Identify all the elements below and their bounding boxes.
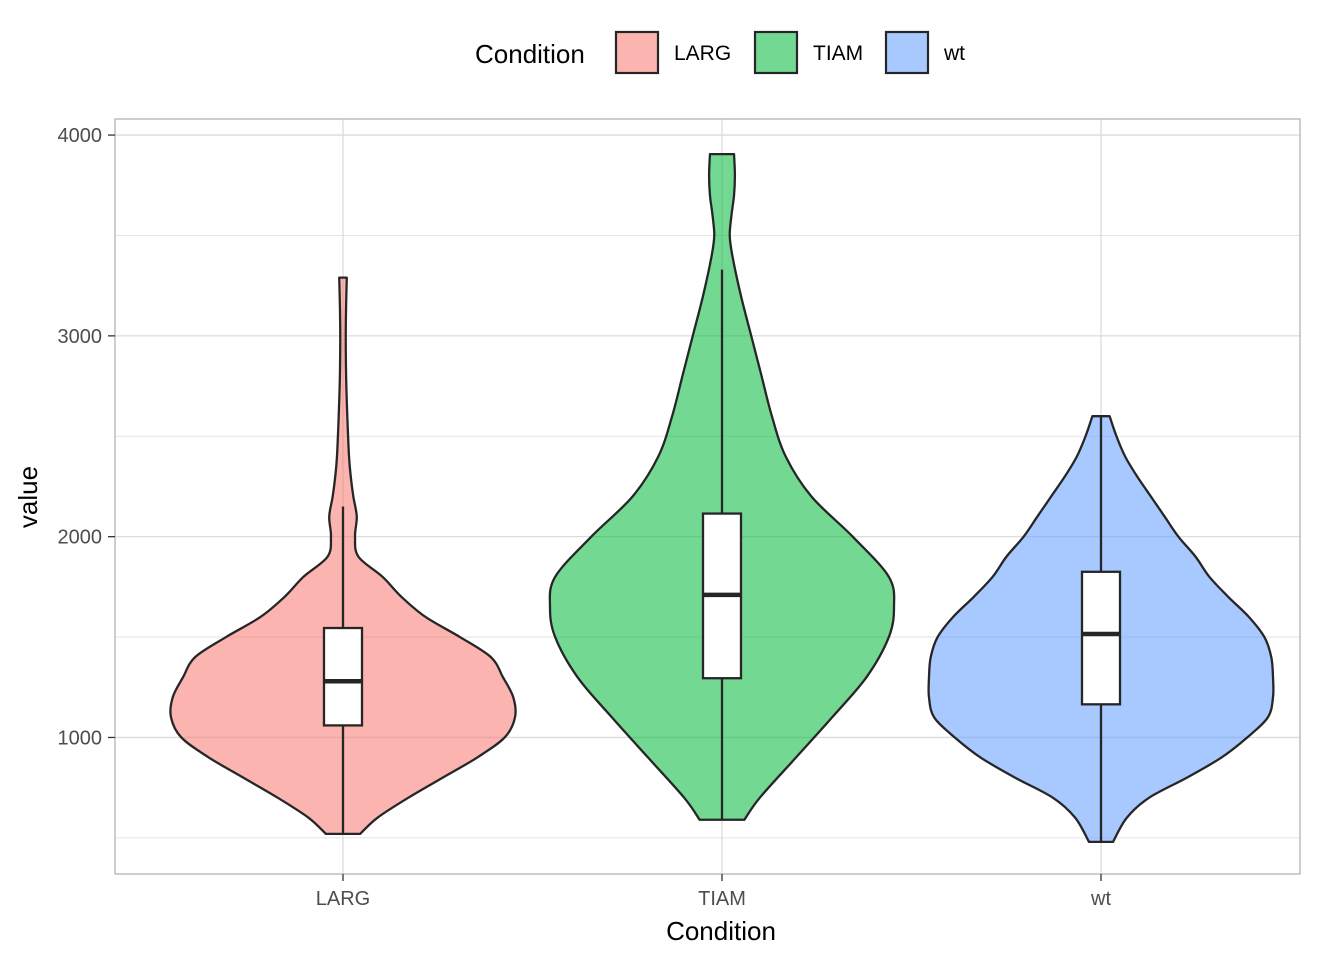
legend-title: Condition (475, 39, 585, 69)
boxplots (322, 269, 1122, 842)
box-wt (1080, 570, 1122, 706)
y-tick-label: 3000 (58, 326, 103, 348)
x-tick-label: LARG (316, 888, 370, 910)
legend: Condition LARG TIAM wt (475, 30, 965, 75)
x-axis: LARG TIAM wt (316, 874, 1111, 910)
legend-label-wt: wt (943, 42, 965, 65)
x-axis-title: Condition (666, 916, 776, 946)
box-larg (322, 626, 364, 727)
legend-entry-tiam: TIAM (753, 30, 863, 75)
legend-key-tiam (753, 30, 799, 75)
y-axis-title: value (13, 466, 43, 528)
y-tick-label: 1000 (58, 727, 103, 749)
y-tick-label: 4000 (58, 125, 103, 147)
legend-key-larg (614, 30, 660, 75)
x-tick-label: wt (1090, 888, 1111, 910)
legend-label-larg: LARG (674, 42, 731, 65)
legend-label-tiam: TIAM (813, 42, 863, 65)
panel-border (114, 118, 1301, 875)
x-tick-label: TIAM (698, 888, 746, 910)
y-tick-label: 2000 (58, 527, 103, 549)
plot-panel (114, 118, 1301, 875)
legend-entry-larg: LARG (614, 30, 731, 75)
legend-entry-wt: wt (884, 30, 965, 75)
y-axis: 1000 2000 3000 4000 (58, 125, 115, 749)
legend-key-wt (884, 30, 930, 75)
